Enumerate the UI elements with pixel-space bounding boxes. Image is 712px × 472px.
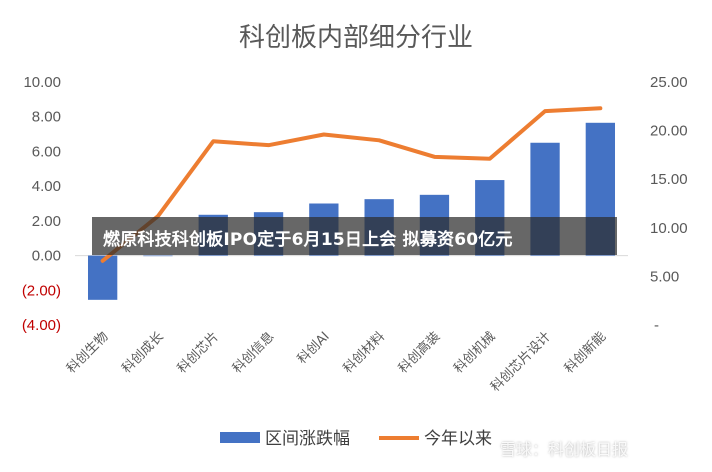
category-label: 科创材料: [341, 329, 388, 376]
left-tick-label: (2.00): [22, 282, 61, 299]
left-tick-label: (4.00): [22, 317, 61, 334]
legend-line-label: 今年以来: [424, 429, 492, 449]
left-tick-label: 8.00: [32, 109, 61, 126]
legend: 区间涨跌幅 今年以来: [220, 429, 492, 449]
bar: [87, 255, 118, 300]
headline-text: 燃原科技科创板IPO定于6月15日上会 拟募资60亿元: [103, 230, 513, 250]
right-tick-label: 20.00: [650, 123, 688, 140]
chart-axes: 10.00 8.00 6.00 4.00 2.00 0.00 (2.00) (4.00) 25.…: [22, 74, 688, 334]
bar: [143, 255, 173, 257]
category-label: 科创信息: [229, 329, 277, 377]
category-label: 科创AI: [295, 329, 333, 367]
left-tick-label: 4.00: [32, 178, 61, 195]
legend-bar-label: 区间涨跌幅: [265, 429, 350, 449]
bar-series: [87, 122, 616, 300]
right-tick-label: 25.00: [650, 74, 688, 91]
line-path: [100, 106, 603, 263]
right-tick-label: -: [654, 317, 659, 334]
headline-banner: [92, 217, 617, 255]
category-label: 科创芯片设计: [488, 329, 554, 395]
right-tick-label: 10.00: [650, 220, 688, 237]
line-series: [100, 106, 603, 263]
left-tick-label: 2.00: [32, 213, 61, 230]
left-tick-label: 6.00: [32, 143, 61, 160]
right-tick-label: 15.00: [650, 171, 688, 188]
legend-bar-swatch: [220, 432, 260, 443]
watermark-text: 雪球：科创板日报: [500, 440, 629, 459]
category-label: 科创新能: [561, 329, 609, 377]
category-label: 科创芯片: [175, 329, 222, 376]
category-label: 科创高装: [395, 329, 443, 377]
category-label: 科创成长: [119, 329, 166, 376]
category-label: 科创生物: [64, 329, 111, 376]
category-label: 科创机械: [451, 329, 498, 376]
left-tick-label: 0.00: [32, 248, 61, 265]
right-tick-label: 5.00: [650, 268, 679, 285]
chart-title: 科创板内部细分行业: [239, 23, 473, 53]
left-tick-label: 10.00: [23, 74, 61, 91]
